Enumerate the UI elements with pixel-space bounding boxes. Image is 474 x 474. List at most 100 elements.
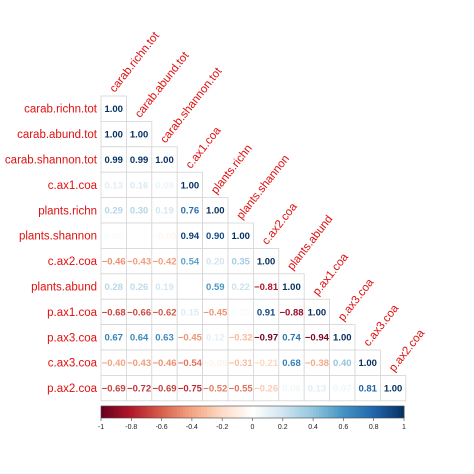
correlation-value: −0.26 — [254, 384, 278, 395]
colorbar-segment — [210, 406, 214, 418]
colorbar-segment — [373, 406, 378, 418]
colorbar-tick-label: 0.8 — [369, 424, 379, 431]
correlation-value: 0.35 — [231, 257, 250, 268]
correlation-value: −0.69 — [152, 384, 176, 395]
row-label: plants.abund — [31, 282, 97, 294]
correlation-value: 0.40 — [333, 358, 352, 369]
correlation-cell — [151, 374, 178, 402]
correlation-value: −0.55 — [229, 384, 254, 395]
correlation-value: −0.52 — [203, 384, 227, 395]
colorbar-segment — [388, 406, 393, 418]
correlation-cell — [100, 324, 127, 351]
correlation-cell — [176, 324, 203, 351]
correlation-cell — [176, 197, 203, 224]
colorbar-segment — [322, 406, 326, 418]
colorbar-segment — [304, 406, 308, 418]
correlation-cell — [329, 374, 356, 402]
correlation-cell — [126, 298, 153, 326]
row-label: plants.shannon — [19, 231, 97, 243]
row-label: p.ax3.coa — [47, 332, 97, 344]
correlation-value: 1.00 — [181, 180, 200, 191]
correlation-cell — [278, 374, 305, 402]
correlation-cell — [303, 374, 331, 402]
correlation-value: −0.06 — [203, 358, 227, 369]
correlation-value: −0.62 — [152, 307, 176, 318]
row-label: p.ax1.coa — [47, 307, 97, 319]
correlation-cell — [202, 273, 229, 300]
correlation-value: 0.76 — [181, 206, 200, 217]
correlation-cell — [379, 374, 407, 402]
colorbar-segment — [376, 406, 381, 418]
correlation-value: 0.94 — [181, 231, 200, 242]
colorbar-segment — [104, 406, 108, 418]
correlation-cell — [176, 374, 203, 402]
correlation-value: −0.43 — [127, 358, 151, 369]
colorbar-segment — [146, 406, 150, 418]
correlation-value: 0.26 — [130, 282, 149, 293]
colorbar-segment — [349, 406, 353, 418]
correlation-value: 1.00 — [231, 231, 250, 242]
colorbar-segment — [197, 406, 202, 418]
correlation-value: −0.46 — [152, 358, 176, 369]
colorbar-segment — [179, 406, 184, 418]
correlation-value: 0.99 — [130, 155, 149, 166]
colorbar-segment — [249, 406, 253, 418]
correlation-cell — [151, 222, 178, 249]
correlation-cell — [126, 247, 153, 275]
correlation-value: 0.12 — [206, 333, 225, 344]
correlation-value: 0.06 — [282, 384, 301, 395]
colorbar-segment — [173, 406, 178, 418]
column-label: p.ax2.coa — [387, 327, 428, 374]
colorbar-segment — [276, 406, 281, 418]
colorbar-segment — [237, 406, 241, 418]
colorbar-segment — [400, 406, 405, 418]
colorbar-segment — [364, 406, 369, 418]
correlation-value: 0.16 — [130, 180, 149, 191]
colorbar-segment — [310, 406, 314, 418]
colorbar-segment — [185, 406, 190, 418]
colorbar-tick-label: -0.8 — [125, 424, 137, 431]
correlation-value: −0.81 — [254, 282, 279, 293]
correlation-cell — [100, 95, 127, 122]
colorbar-segment — [334, 406, 338, 418]
colorbar-segment — [319, 406, 323, 418]
correlation-value: 0.68 — [282, 358, 301, 369]
row-labels: carab.richn.tot carab.abund.tot carab.shan… — [5, 104, 98, 395]
correlation-cell — [278, 273, 305, 300]
correlation-value: 0.59 — [206, 282, 225, 293]
column-label: plants.richn — [209, 143, 255, 197]
row-label: plants.richn — [38, 205, 97, 217]
correlation-value: 0.03 — [104, 231, 123, 242]
correlation-cell — [227, 374, 254, 402]
colorbar-segment — [228, 406, 232, 418]
correlation-value: −0.69 — [102, 384, 126, 395]
correlation-value: 1.00 — [104, 130, 123, 141]
correlation-value: 0.08 — [155, 180, 174, 191]
colorbar-tick-label: -0.2 — [216, 424, 228, 431]
correlation-cell — [303, 298, 331, 326]
colorbar-segment — [155, 406, 159, 418]
correlation-value: 1.00 — [206, 206, 225, 217]
colorbar-segment — [119, 406, 123, 418]
correlation-cell — [202, 349, 229, 376]
correlation-value: −0.88 — [279, 307, 303, 318]
colorbar-segment — [367, 406, 372, 418]
colorbar-segment — [213, 406, 217, 418]
correlation-value: 0.20 — [206, 257, 225, 268]
colorbar-tick-label: 0.4 — [308, 424, 318, 431]
row-label: p.ax2.coa — [47, 383, 97, 395]
colorbar-segment — [264, 406, 269, 418]
correlation-value: 0.15 — [181, 307, 200, 318]
correlation-cell — [252, 374, 280, 402]
correlation-value: −0.05 — [152, 231, 177, 242]
colorbar-tick-label: 0.2 — [278, 424, 288, 431]
colorbar-segment — [325, 406, 329, 418]
colorbar-segment — [300, 406, 305, 418]
correlation-cell — [252, 247, 280, 275]
colorbar-segment — [370, 406, 375, 418]
column-label: c.ax1.coa — [184, 124, 224, 171]
colorbar-segment — [222, 406, 226, 418]
colorbar-segment — [273, 406, 278, 418]
correlation-value: 0.67 — [104, 333, 123, 344]
